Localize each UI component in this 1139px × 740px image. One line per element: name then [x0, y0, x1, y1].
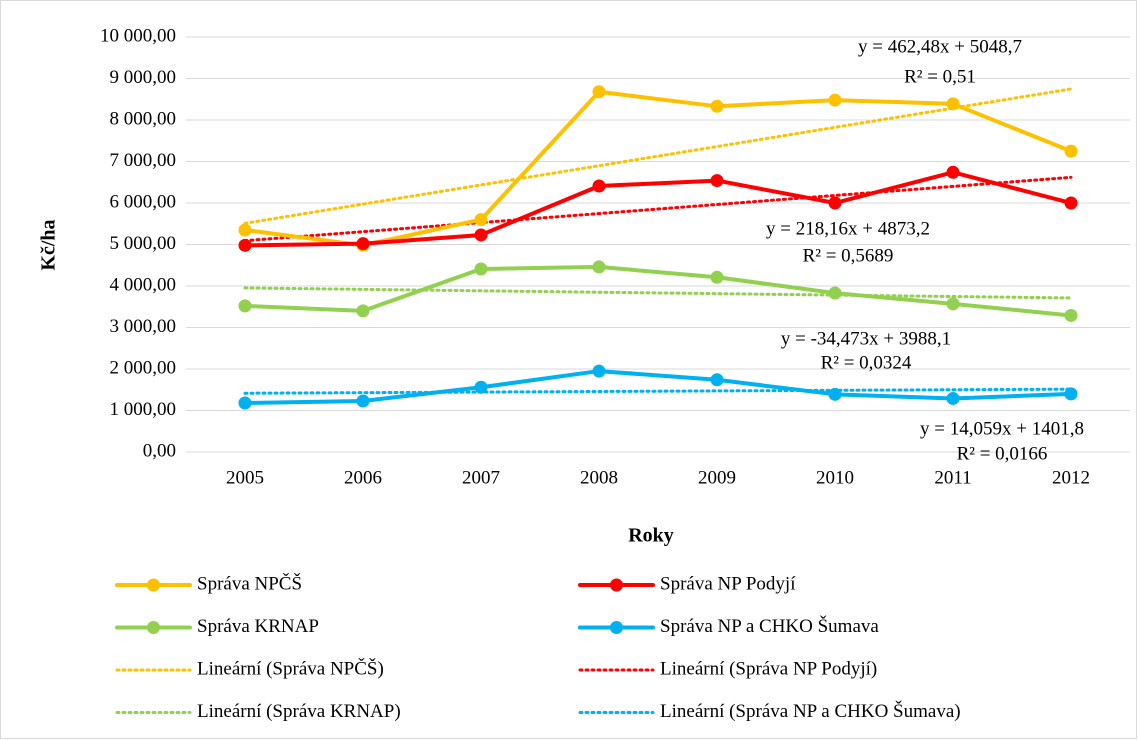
- trend-equation: y = 14,059x + 1401,8: [920, 418, 1084, 439]
- x-axis-title: Roky: [628, 525, 674, 547]
- point: [828, 93, 842, 107]
- trend-equation: R² = 0,0324: [821, 352, 912, 373]
- point: [238, 299, 252, 313]
- x-tick-label: 2008: [580, 467, 618, 488]
- trend-line: [243, 387, 1073, 395]
- point: [1064, 387, 1078, 401]
- series-line: [243, 264, 1073, 318]
- point: [946, 97, 960, 111]
- point: [946, 391, 960, 405]
- legend-label: Lineární (Správa NP Podyjí): [660, 658, 877, 679]
- point: [946, 297, 960, 311]
- legend-label: Lineární (Správa NP a CHKO Šumava): [660, 700, 961, 722]
- trend-line: [243, 175, 1073, 243]
- point: [238, 238, 252, 252]
- y-tick-label: 5 000,00: [110, 233, 177, 254]
- series-line: [243, 369, 1073, 406]
- point: [474, 262, 488, 276]
- trend-line: [243, 286, 1073, 300]
- point: [356, 237, 370, 251]
- legend-marker: [147, 621, 160, 634]
- point: [238, 396, 252, 410]
- series-line: [243, 170, 1073, 248]
- y-tick-label: 2 000,00: [110, 357, 177, 378]
- y-tick-label: 7 000,00: [110, 150, 177, 171]
- y-axis-title: Kč/ha: [38, 219, 60, 270]
- x-tick-label: 2011: [934, 467, 971, 488]
- legend-label: Správa NP a CHKO Šumava: [660, 615, 879, 637]
- point: [592, 260, 606, 274]
- x-tick-label: 2007: [462, 467, 500, 488]
- legend-label: Správa NPČŠ: [197, 572, 302, 594]
- legend-label: Lineární (Správa NPČŠ): [197, 657, 384, 679]
- point: [1064, 144, 1078, 158]
- trend-equation: y = -34,473x + 3988,1: [781, 328, 951, 349]
- y-tick-label: 10 000,00: [100, 25, 176, 46]
- y-tick-label: 0,00: [143, 440, 176, 461]
- legend-label: Lineární (Správa KRNAP): [197, 701, 401, 722]
- x-tick-label: 2009: [698, 467, 736, 488]
- legend-label: Správa KRNAP: [197, 616, 319, 637]
- point: [710, 174, 724, 188]
- legend-marker: [610, 621, 623, 634]
- point: [474, 380, 488, 394]
- point: [474, 228, 488, 242]
- trend-equation: R² = 0,0166: [957, 443, 1048, 464]
- y-tick-label: 9 000,00: [110, 67, 177, 88]
- point: [356, 394, 370, 408]
- trend-equation: y = 462,48x + 5048,7: [858, 36, 1022, 57]
- point: [710, 99, 724, 113]
- x-tick-label: 2006: [344, 467, 382, 488]
- trend-equation: y = 218,16x + 4873,2: [766, 218, 930, 239]
- legend-marker: [147, 578, 160, 592]
- point: [474, 213, 488, 227]
- legend-marker: [610, 578, 623, 592]
- point: [592, 179, 606, 193]
- point: [238, 223, 252, 237]
- point: [828, 196, 842, 210]
- point: [356, 304, 370, 318]
- point: [828, 286, 842, 300]
- y-tick-label: 1 000,00: [110, 399, 177, 420]
- legend-label: Správa NP Podyjí: [660, 573, 796, 594]
- trend-equation: R² = 0,51: [904, 66, 976, 87]
- point: [828, 387, 842, 401]
- y-tick-label: 3 000,00: [110, 316, 177, 337]
- x-tick-label: 2010: [816, 467, 854, 488]
- point: [710, 270, 724, 284]
- x-tick-label: 2005: [226, 467, 264, 488]
- point: [1064, 308, 1078, 322]
- trend-line: [243, 87, 1073, 225]
- point: [946, 165, 960, 179]
- trend-equation: R² = 0,5689: [803, 245, 894, 266]
- y-tick-label: 8 000,00: [110, 108, 177, 129]
- y-tick-label: 6 000,00: [110, 191, 177, 212]
- x-tick-label: 2012: [1052, 467, 1090, 488]
- y-tick-label: 4 000,00: [110, 274, 177, 295]
- point: [1064, 196, 1078, 210]
- point: [592, 364, 606, 378]
- point: [592, 85, 606, 99]
- point: [710, 373, 724, 387]
